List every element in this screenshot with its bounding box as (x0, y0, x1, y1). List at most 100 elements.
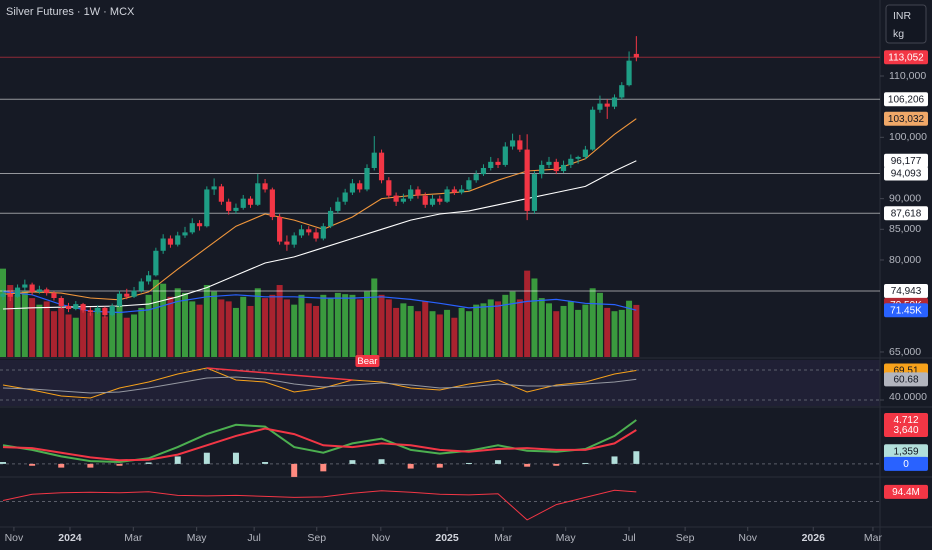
macd-line (2, 427, 637, 462)
candle-body (560, 164, 567, 172)
volume-bar (7, 285, 14, 357)
unit-box[interactable] (885, 4, 927, 44)
macd-line (2, 419, 637, 464)
candle-body (284, 241, 290, 245)
candle-body (160, 238, 166, 251)
candle-body (182, 232, 188, 236)
candle-body (247, 198, 254, 205)
volume-bar (225, 301, 232, 357)
volume-bar (458, 307, 465, 357)
volume-bar (0, 268, 6, 357)
candle-body (626, 60, 632, 86)
price-badge-label: 87,618 (891, 208, 922, 219)
candle-body (429, 198, 436, 205)
price-badge-label: 94,093 (891, 169, 922, 180)
candle-body (495, 161, 501, 165)
price-badge (884, 166, 928, 181)
volume-bar (232, 307, 239, 357)
candle-body (517, 140, 523, 150)
histogram-bar (407, 463, 414, 469)
histogram-bar (611, 456, 618, 464)
histogram-bar (174, 456, 181, 464)
candle-body (531, 174, 538, 211)
volume-bar (436, 314, 443, 357)
candle-body (364, 167, 370, 190)
volume-bar (560, 305, 567, 357)
price-badge-label: 4,712 (893, 415, 918, 426)
candle-body (524, 149, 530, 211)
candle-body (400, 198, 406, 202)
candle-body (582, 149, 588, 157)
volume-bar (43, 301, 50, 357)
candle-body (371, 152, 377, 168)
price-badge (884, 153, 928, 168)
candle-body (65, 305, 72, 310)
volume-bar (473, 304, 480, 357)
volume-bar (181, 292, 188, 357)
rsi-line (2, 376, 637, 394)
x-tick-label: Nov (5, 532, 24, 544)
x-tick-label: Jul (622, 532, 635, 544)
candle-body (233, 207, 239, 211)
volume-bar (363, 291, 370, 357)
candle-body (553, 161, 559, 172)
x-tick-label: Mar (864, 532, 883, 544)
x-tick-label: Sep (307, 532, 326, 544)
histogram-bar (349, 460, 356, 464)
candle-body (255, 183, 261, 205)
volume-bar (254, 288, 261, 357)
candle-body (393, 195, 399, 202)
price-badge-label: 1,359 (893, 446, 918, 457)
volume-bar (152, 279, 159, 357)
volume-bar (589, 288, 596, 357)
histogram-bar (87, 463, 94, 468)
histogram-bar (203, 452, 210, 464)
candle-body (349, 183, 356, 193)
volume-bar (262, 298, 269, 357)
volume-bar (480, 303, 487, 357)
rsi-band (0, 360, 880, 406)
currency: INR (893, 10, 912, 22)
volume-bar (58, 307, 65, 357)
y-tick-label: 40.0000 (889, 391, 927, 403)
price-badge-label: 60.68 (893, 374, 918, 385)
price-badge (884, 444, 928, 459)
volume-bar (211, 291, 218, 357)
volume-bar (356, 299, 363, 357)
candle-body (619, 85, 625, 98)
candle-body (451, 189, 457, 193)
volume-bar (283, 299, 290, 357)
candle-body (80, 304, 86, 311)
histogram-bar (0, 462, 6, 464)
volume-bar (444, 309, 451, 357)
volume-bar (291, 304, 298, 357)
volume-bar (247, 305, 254, 357)
volume-bar (414, 311, 421, 357)
volume-bar (138, 307, 145, 357)
candle-body (138, 281, 144, 291)
candle-body (342, 192, 348, 202)
x-tick-label: Nov (738, 532, 757, 544)
volume-bar (531, 278, 538, 357)
volume-bar (524, 270, 531, 357)
price-badge (884, 50, 928, 65)
candle-body (378, 152, 385, 181)
flow-line (2, 489, 637, 521)
volume-bar (72, 317, 79, 357)
candle-body (357, 183, 363, 190)
candle-body (444, 189, 450, 202)
histogram-bar (465, 462, 472, 464)
candle-body (14, 287, 21, 297)
annotation-box (355, 355, 380, 367)
volume-bar (567, 301, 574, 357)
price-badge-label: 69.51 (893, 366, 918, 377)
volume-bar (545, 303, 552, 357)
volume-bar (196, 304, 203, 357)
candle-body (277, 217, 283, 242)
volume-bar (269, 294, 276, 357)
histogram-bar (58, 463, 65, 468)
candle-body (320, 226, 326, 239)
candle-body (568, 158, 574, 165)
